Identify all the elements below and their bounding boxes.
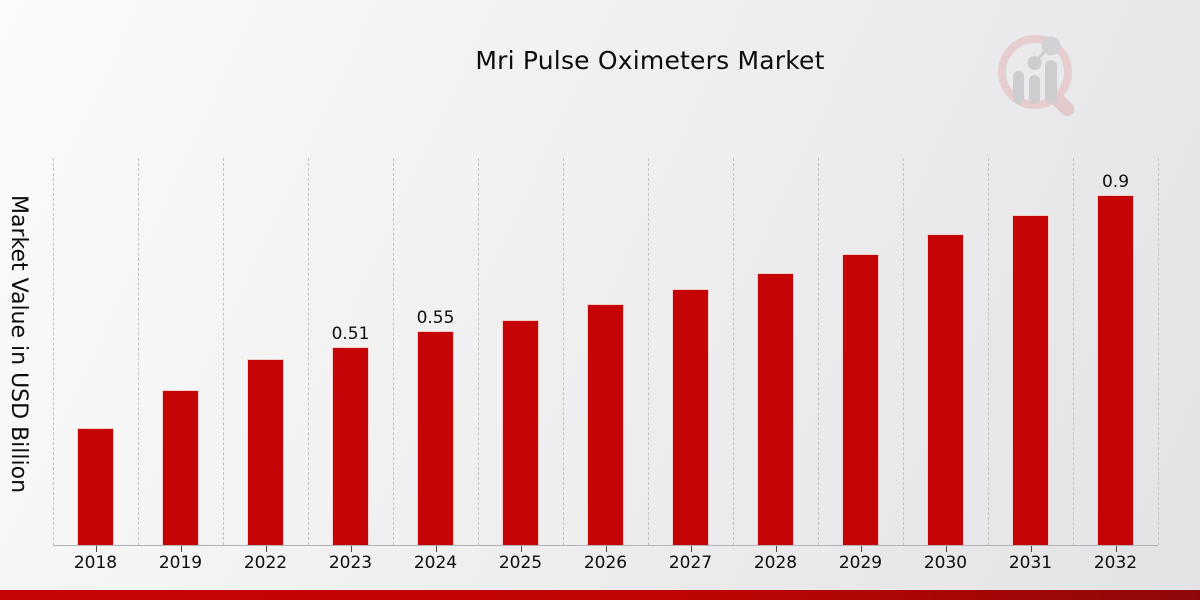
x-axis-label-2025: 2025 <box>498 553 543 573</box>
bar-2026 <box>587 304 624 545</box>
magnifier-circle <box>998 35 1072 109</box>
bar-2022 <box>247 359 284 545</box>
plot-area: 0.51 0.55 0.9 <box>53 158 1159 545</box>
x-tick-mark <box>605 546 607 552</box>
bar-value-label: 0.55 <box>416 308 455 328</box>
grid-line <box>223 158 224 545</box>
market-research-future-logo-icon <box>998 35 1075 117</box>
x-axis-label-2032: 2032 <box>1093 553 1138 573</box>
x-axis-label-2026: 2026 <box>583 553 628 573</box>
grid-line <box>1073 158 1074 545</box>
grid-line <box>308 158 309 545</box>
chart-title: Mri Pulse Oximeters Market <box>475 46 825 75</box>
x-tick-mark <box>690 546 692 552</box>
x-axis-label-2030: 2030 <box>923 553 968 573</box>
x-tick-mark <box>1115 546 1117 552</box>
logo-dot-large <box>1041 36 1061 56</box>
x-axis-line <box>53 545 1158 546</box>
y-axis-title: Market Value in USD Billion <box>6 194 31 494</box>
bar-2025 <box>502 320 539 545</box>
bar-2030 <box>927 234 964 545</box>
bar-2028 <box>757 273 794 545</box>
x-tick-mark <box>945 546 947 552</box>
x-tick-mark <box>435 546 437 552</box>
x-axis-label-2024: 2024 <box>413 553 458 573</box>
x-tick-mark <box>180 546 182 552</box>
bar-2023 <box>332 347 369 545</box>
logo-bar-short <box>1013 71 1024 104</box>
grid-line <box>818 158 819 545</box>
bar-value-label: 0.51 <box>331 324 370 344</box>
bar-2032 <box>1097 195 1134 545</box>
x-tick-mark <box>95 546 97 552</box>
logo-dot-small <box>1027 56 1042 70</box>
x-tick-mark <box>265 546 267 552</box>
grid-line <box>648 158 649 545</box>
footer-accent-band <box>0 590 1200 600</box>
x-tick-mark <box>520 546 522 552</box>
x-axis-label-2019: 2019 <box>158 553 203 573</box>
grid-line <box>53 158 54 545</box>
bar-2031 <box>1012 215 1049 545</box>
grid-line <box>478 158 479 545</box>
grid-line <box>733 158 734 545</box>
x-tick-mark <box>350 546 352 552</box>
logo-bar-tall <box>1045 60 1057 104</box>
grid-line <box>903 158 904 545</box>
bar-2024 <box>417 331 454 545</box>
x-tick-mark <box>860 546 862 552</box>
bar-2027 <box>672 289 709 545</box>
logo-bar-mid <box>1029 75 1040 104</box>
x-axis-label-2027: 2027 <box>668 553 713 573</box>
grid-line <box>138 158 139 545</box>
bar-value-label: 0.9 <box>1101 172 1130 192</box>
x-tick-mark <box>775 546 777 552</box>
bar-2019 <box>162 390 199 545</box>
x-axis-label-2018: 2018 <box>73 553 118 573</box>
x-tick-mark <box>1030 546 1032 552</box>
grid-line <box>563 158 564 545</box>
x-axis-label-2022: 2022 <box>243 553 288 573</box>
x-axis-label-2031: 2031 <box>1008 553 1053 573</box>
x-axis-label-2028: 2028 <box>753 553 798 573</box>
grid-line <box>1158 158 1159 545</box>
x-axis-label-2029: 2029 <box>838 553 883 573</box>
bar-2029 <box>842 254 879 545</box>
grid-line <box>393 158 394 545</box>
x-axis-label-2023: 2023 <box>328 553 373 573</box>
grid-line <box>988 158 989 545</box>
bar-2018 <box>77 428 114 545</box>
